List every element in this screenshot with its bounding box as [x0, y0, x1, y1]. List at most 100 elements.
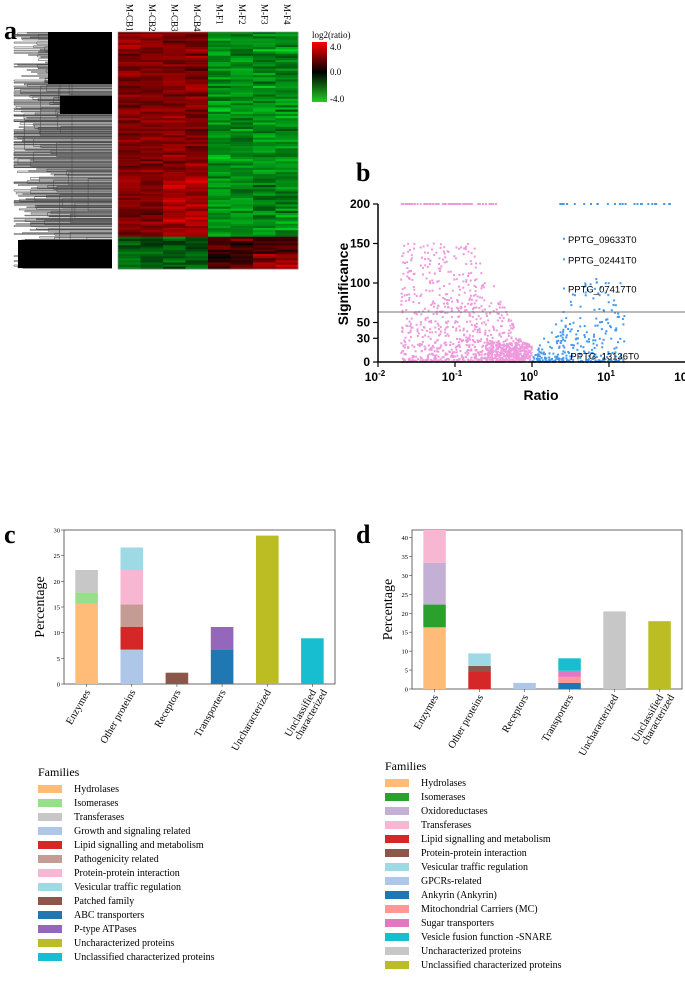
volcano-point: [524, 342, 527, 345]
heatmap-cell: [275, 219, 299, 222]
heatmap-cell: [275, 262, 299, 265]
heatmap-cell: [275, 189, 299, 192]
volcano-point: [495, 353, 498, 356]
volcano-point: [407, 242, 410, 245]
volcano-point: [485, 203, 487, 205]
heatmap-cell: [185, 116, 209, 119]
volcano-point: [466, 350, 468, 353]
heatmap-cell: [163, 83, 186, 87]
heatmap-cell: [253, 64, 276, 67]
heatmap-cell: [140, 81, 164, 84]
heatmap-cell: [275, 55, 299, 59]
volcano-point: [523, 359, 526, 362]
heatmap-cell: [140, 100, 164, 104]
heatmap-cell: [185, 47, 209, 50]
heatmap-cell: [185, 156, 209, 160]
heatmap-cell: [275, 34, 299, 37]
legend-label: GPCRs-related: [421, 875, 482, 887]
volcano-point: [500, 314, 503, 317]
volcano-point: [536, 359, 539, 362]
heatmap-cell: [253, 38, 276, 41]
volcano-point: [622, 358, 625, 361]
volcano-point: [516, 339, 519, 342]
volcano-point: [410, 326, 413, 329]
volcano-point: [406, 203, 409, 205]
volcano-point: [401, 288, 404, 291]
volcano-point: [465, 245, 468, 248]
volcano-point: [570, 355, 573, 358]
volcano-point: [597, 359, 600, 362]
volcano-point: [525, 355, 528, 358]
heatmap-cell: [253, 68, 276, 72]
heatmap-cell: [230, 197, 254, 201]
volcano-point: [470, 263, 473, 265]
heatmap-cell: [230, 191, 254, 194]
volcano-point: [446, 311, 449, 314]
heatmap-cell: [230, 189, 254, 192]
volcano-point: [475, 349, 478, 351]
chart-c-bar-segment: [75, 592, 98, 604]
volcano-point: [488, 350, 491, 352]
volcano-point: [502, 340, 505, 343]
volcano-point: [444, 305, 446, 308]
heatmap-cell: [118, 124, 141, 128]
legend-item: Hydrolases: [385, 776, 562, 790]
volcano-point: [609, 326, 612, 329]
heatmap-cell: [253, 152, 276, 156]
heatmap-cell: [230, 204, 254, 207]
heatmap-cell: [275, 51, 299, 54]
heatmap-cell: [118, 72, 141, 76]
volcano-point: [525, 344, 528, 347]
volcano-point: [490, 302, 493, 305]
heatmap-cell: [163, 118, 186, 121]
volcano-point: [464, 247, 467, 250]
heatmap-cell: [253, 195, 276, 199]
heatmap-cell: [275, 75, 299, 78]
volcano-point: [404, 203, 407, 205]
volcano-point: [527, 345, 530, 348]
volcano-point: [481, 309, 484, 312]
volcano-point: [473, 306, 476, 309]
heatmap-cell: [253, 253, 276, 257]
heatmap-cell: [275, 135, 299, 138]
heatmap-cell: [163, 88, 186, 91]
heatmap-cell: [208, 193, 231, 197]
heatmap-column-label: M-CB3: [169, 4, 179, 32]
heatmap-cell: [253, 118, 276, 121]
chart-d-category-label: Receptors: [501, 693, 532, 735]
heatmap-cell: [275, 66, 299, 69]
heatmap-cell: [230, 47, 254, 50]
volcano-point: [469, 338, 471, 341]
volcano-point: [476, 339, 479, 342]
volcano-point: [595, 344, 598, 347]
volcano-point: [477, 352, 480, 355]
volcano-point: [583, 285, 586, 288]
volcano-point: [457, 307, 460, 310]
volcano-point: [469, 297, 472, 300]
volcano-point: [404, 341, 407, 343]
heatmap-cell: [140, 107, 164, 110]
volcano-point: [507, 318, 510, 321]
volcano-point: [458, 325, 461, 328]
heatmap-cell: [253, 172, 276, 175]
volcano-point: [452, 356, 454, 358]
heatmap-cell: [118, 88, 141, 91]
heatmap-cell: [230, 55, 254, 59]
heatmap-cell: [275, 150, 299, 153]
heatmap-cell: [253, 197, 276, 201]
heatmap-cell: [208, 195, 231, 199]
heatmap-cell: [275, 42, 299, 46]
heatmap-cell: [140, 75, 164, 78]
heatmap-cell: [275, 98, 299, 102]
heatmap-dendrogram: [13, 32, 112, 269]
volcano-point: [544, 356, 546, 359]
heatmap-cell: [275, 113, 299, 117]
volcano-point: [456, 338, 458, 340]
heatmap-cell: [140, 44, 164, 48]
volcano-point: [512, 323, 515, 326]
volcano-point: [468, 299, 471, 301]
heatmap-cell: [208, 128, 231, 132]
volcano-point: [454, 320, 457, 323]
chart-d-y-tick: 25: [402, 592, 409, 599]
heatmap-cell: [230, 208, 254, 212]
